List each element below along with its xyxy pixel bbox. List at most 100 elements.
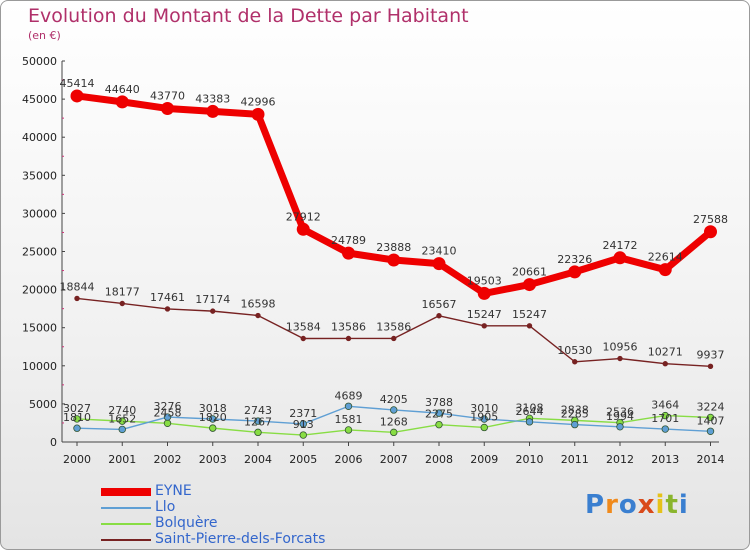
data-point [432, 257, 446, 271]
data-point [300, 335, 306, 342]
data-point [163, 413, 172, 421]
data-point [299, 431, 307, 439]
data-label: 3108 [516, 401, 544, 414]
data-point [613, 251, 627, 265]
data-label: 2644 [516, 405, 544, 418]
x-tick-label: 2007 [380, 453, 408, 466]
data-label: 1267 [244, 415, 272, 428]
data-label: 4205 [380, 393, 408, 406]
data-point [704, 225, 717, 239]
x-tick-label: 2002 [154, 453, 182, 466]
data-label: 3224 [697, 400, 725, 413]
data-point [662, 361, 668, 367]
logo-letter: t [665, 490, 679, 520]
data-label: 43383 [195, 92, 230, 105]
x-tick-label: 2011 [561, 453, 589, 466]
y-tick-label: 45000 [22, 93, 57, 106]
data-label: 13586 [331, 320, 366, 333]
data-point [296, 222, 310, 236]
x-tick-label: 2009 [470, 453, 498, 466]
data-point [477, 286, 491, 300]
data-label: 3276 [154, 400, 182, 413]
legend-label-eyne: EYNE [155, 483, 192, 499]
data-point [523, 278, 536, 292]
data-label: 13586 [376, 320, 411, 333]
data-label: 3464 [651, 399, 679, 412]
y-tick-label: 10000 [22, 360, 57, 373]
data-label: 1810 [63, 411, 91, 424]
data-point [344, 402, 353, 410]
y-tick-label: 0 [50, 436, 57, 449]
x-tick-label: 2012 [606, 453, 634, 466]
legend-swatch-saint-pierre [101, 539, 151, 541]
data-label: 1820 [199, 411, 227, 424]
x-tick-label: 2010 [516, 453, 544, 466]
data-label: 15247 [467, 308, 502, 321]
data-label: 43770 [150, 89, 185, 102]
data-point [164, 306, 171, 312]
logo-letter: x [637, 490, 656, 520]
y-tick-label: 35000 [22, 169, 57, 182]
data-label: 16567 [422, 298, 457, 311]
data-point [571, 420, 579, 429]
data-point [210, 308, 216, 314]
data-point [707, 363, 714, 369]
data-label: 10271 [648, 346, 683, 359]
data-label: 4689 [335, 389, 363, 402]
data-point [345, 335, 352, 342]
data-point [115, 95, 129, 109]
data-point [118, 417, 126, 425]
data-label: 1581 [335, 413, 363, 426]
data-label: 45414 [60, 77, 95, 90]
chart-title: Evolution du Montant de la Dette par Hab… [28, 5, 469, 27]
data-point [391, 335, 397, 342]
data-label: 2838 [561, 403, 589, 416]
data-point [572, 359, 578, 365]
data-point [661, 411, 669, 420]
data-label: 16598 [241, 298, 276, 311]
data-label: 2536 [606, 406, 634, 419]
data-label: 2371 [289, 407, 317, 420]
data-point [70, 89, 84, 103]
data-label: 17174 [195, 293, 230, 306]
data-label: 20661 [512, 266, 547, 279]
data-point [436, 313, 442, 319]
legend-swatch-llo [101, 507, 151, 509]
data-label: 9937 [697, 348, 725, 361]
data-point [342, 246, 355, 260]
x-tick-label: 2013 [651, 453, 679, 466]
data-label: 18844 [60, 280, 95, 293]
data-label: 23410 [422, 245, 457, 258]
logo-letter: i [655, 490, 666, 520]
x-tick-label: 2006 [335, 453, 363, 466]
chart-subtitle: (en €) [28, 29, 61, 42]
legend-label-bolquere: Bolquère [155, 515, 218, 531]
data-point [118, 425, 126, 434]
data-point [73, 424, 81, 432]
data-label: 10530 [557, 344, 592, 357]
data-point [254, 417, 262, 425]
data-point [525, 418, 534, 426]
data-point [661, 425, 669, 433]
data-point [119, 300, 125, 307]
legend-label-saint-pierre: Saint-Pierre-dels-Forcats [155, 531, 326, 547]
data-point [206, 104, 220, 118]
y-tick-label: 25000 [22, 246, 57, 259]
data-label: 1407 [697, 414, 725, 427]
data-point [706, 413, 715, 422]
data-label: 22326 [557, 253, 592, 266]
data-label: 913 [293, 418, 314, 431]
data-point [73, 415, 81, 423]
data-point [387, 253, 401, 267]
data-label: 27588 [693, 213, 728, 226]
data-point [74, 295, 80, 302]
data-label: 17461 [150, 291, 185, 304]
x-tick-label: 2000 [63, 453, 91, 466]
legend-swatch-bolquere [101, 523, 151, 525]
data-label: 2275 [425, 408, 453, 421]
data-point [435, 420, 443, 429]
x-tick-label: 2014 [697, 453, 725, 466]
data-label: 1701 [651, 412, 679, 425]
data-label: 13584 [286, 320, 321, 333]
